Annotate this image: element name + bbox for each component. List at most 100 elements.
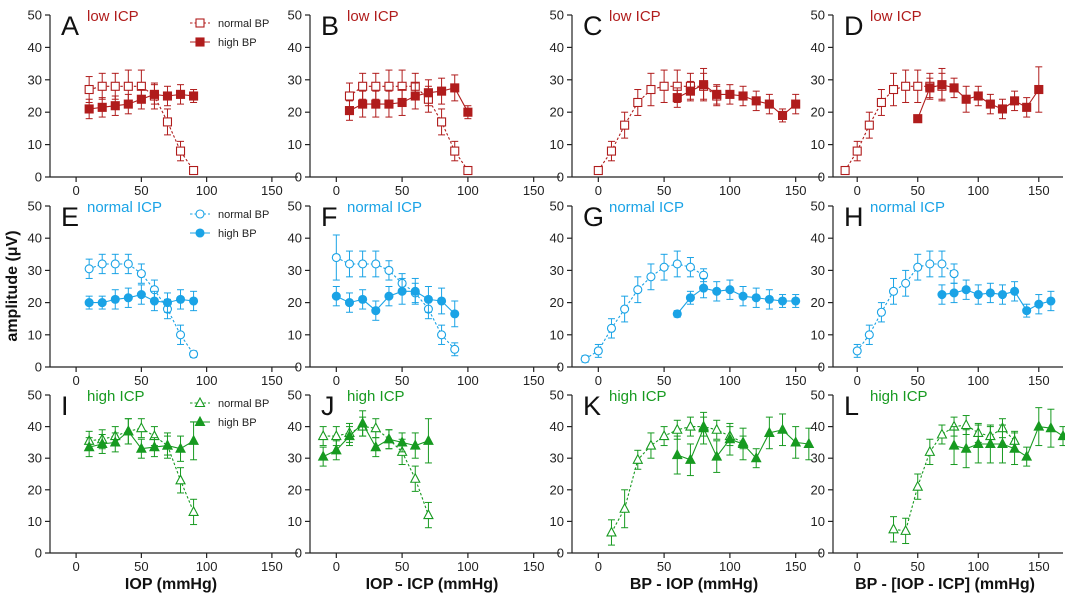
y-tick-label: 0 [557,546,564,561]
data-point [450,344,460,354]
data-point [123,99,133,109]
x-tick-label: 100 [967,559,989,574]
data-point [123,293,133,303]
data-point [110,101,120,111]
data-point [437,117,447,127]
series-line [349,87,469,113]
data-point [97,81,107,91]
y-tick-label: 30 [288,72,302,87]
y-tick-label: 50 [811,8,825,23]
data-point [370,422,382,433]
data-point [358,81,368,91]
data-point [189,349,199,359]
y-tick-label: 40 [550,419,564,434]
data-point [175,474,186,485]
y-tick-label: 50 [550,8,564,23]
x-tick-label: 150 [785,373,807,388]
panel-condition-title: low ICP [87,8,139,25]
series-high-bp [84,84,199,120]
y-tick-label: 10 [288,137,302,152]
y-tick-label: 20 [811,295,825,310]
series-line [89,85,195,171]
x-tick-label: 0 [854,373,861,388]
data-point [764,99,774,109]
y-tick-label: 50 [550,388,564,403]
data-point [344,106,355,116]
data-point [189,165,199,176]
data-point [925,259,935,269]
x-tick-label: 50 [911,559,925,574]
data-point [344,298,355,308]
y-tick-label: 20 [811,482,825,497]
data-point [912,480,924,491]
legend-marker-high [195,37,205,47]
x-axis-title: BP - IOP (mmHg) [630,576,758,593]
data-point [937,80,947,90]
y-tick-label: 50 [288,8,302,23]
x-tick-label: 100 [196,183,218,198]
x-axis-title: IOP (mmHg) [125,576,217,593]
y-tick-label: 30 [550,451,564,466]
panel-condition-title: high ICP [609,388,667,405]
panel-b: 0 10 20 30 40 50 0 50 100 150 B low ICP [288,8,560,198]
panel-letter: I [61,391,69,421]
data-point [331,252,341,263]
series-high-bp [344,74,473,121]
data-point [358,259,368,269]
y-tick-label: 40 [28,419,42,434]
x-tick-label: 50 [911,183,925,198]
data-point [149,89,159,99]
data-point [423,508,434,520]
data-point [175,146,186,156]
data-point [109,436,121,447]
legend-marker-normal [195,209,205,219]
x-tick-label: 150 [1028,559,1050,574]
panel-f: 0 10 20 30 40 50 0 50 100 150 F normal ICP [288,199,560,388]
y-tick-label: 40 [811,419,825,434]
data-point [937,259,947,269]
x-axis-title: IOP - ICP (mmHg) [366,576,499,593]
x-tick-label: 100 [457,559,479,574]
data-point [122,425,134,436]
data-point [984,437,996,449]
data-point [371,306,381,316]
x-tick-label: 100 [457,183,479,198]
data-point [110,259,120,269]
y-tick-label: 0 [35,360,42,375]
data-point [997,289,1008,300]
data-point [1010,286,1020,296]
data-point [175,330,186,340]
data-point [423,88,433,98]
data-point [149,296,159,306]
data-point [725,89,735,99]
y-tick-label: 40 [28,40,42,55]
data-point [175,294,186,304]
data-point [633,97,643,108]
data-point [357,417,369,428]
y-tick-label: 20 [550,295,564,310]
data-point [960,418,972,430]
y-tick-label: 0 [557,170,564,185]
data-point [888,523,899,534]
x-tick-label: 0 [333,183,340,198]
series-line [89,427,195,513]
y-tick-label: 20 [28,482,42,497]
data-point [593,165,603,176]
data-point [646,272,656,282]
data-point [384,99,394,109]
y-tick-label: 40 [811,231,825,246]
data-point [997,437,1008,449]
x-axis-title: BP - [IOP - ICP] (mmHg) [855,576,1035,593]
x-tick-label: 0 [72,373,79,388]
panel-e: 0 10 20 30 40 50 0 50 100 150 E normal ICP normal BP… [28,199,298,388]
x-tick-label: 50 [134,373,148,388]
data-point [685,86,695,96]
x-tick-label: 0 [595,183,602,198]
series-high-bp [672,277,801,319]
data-point [606,526,617,537]
data-point [840,165,850,176]
data-point [671,423,683,434]
y-tick-label: 50 [28,199,42,214]
data-point [864,120,874,130]
data-point [188,434,199,445]
